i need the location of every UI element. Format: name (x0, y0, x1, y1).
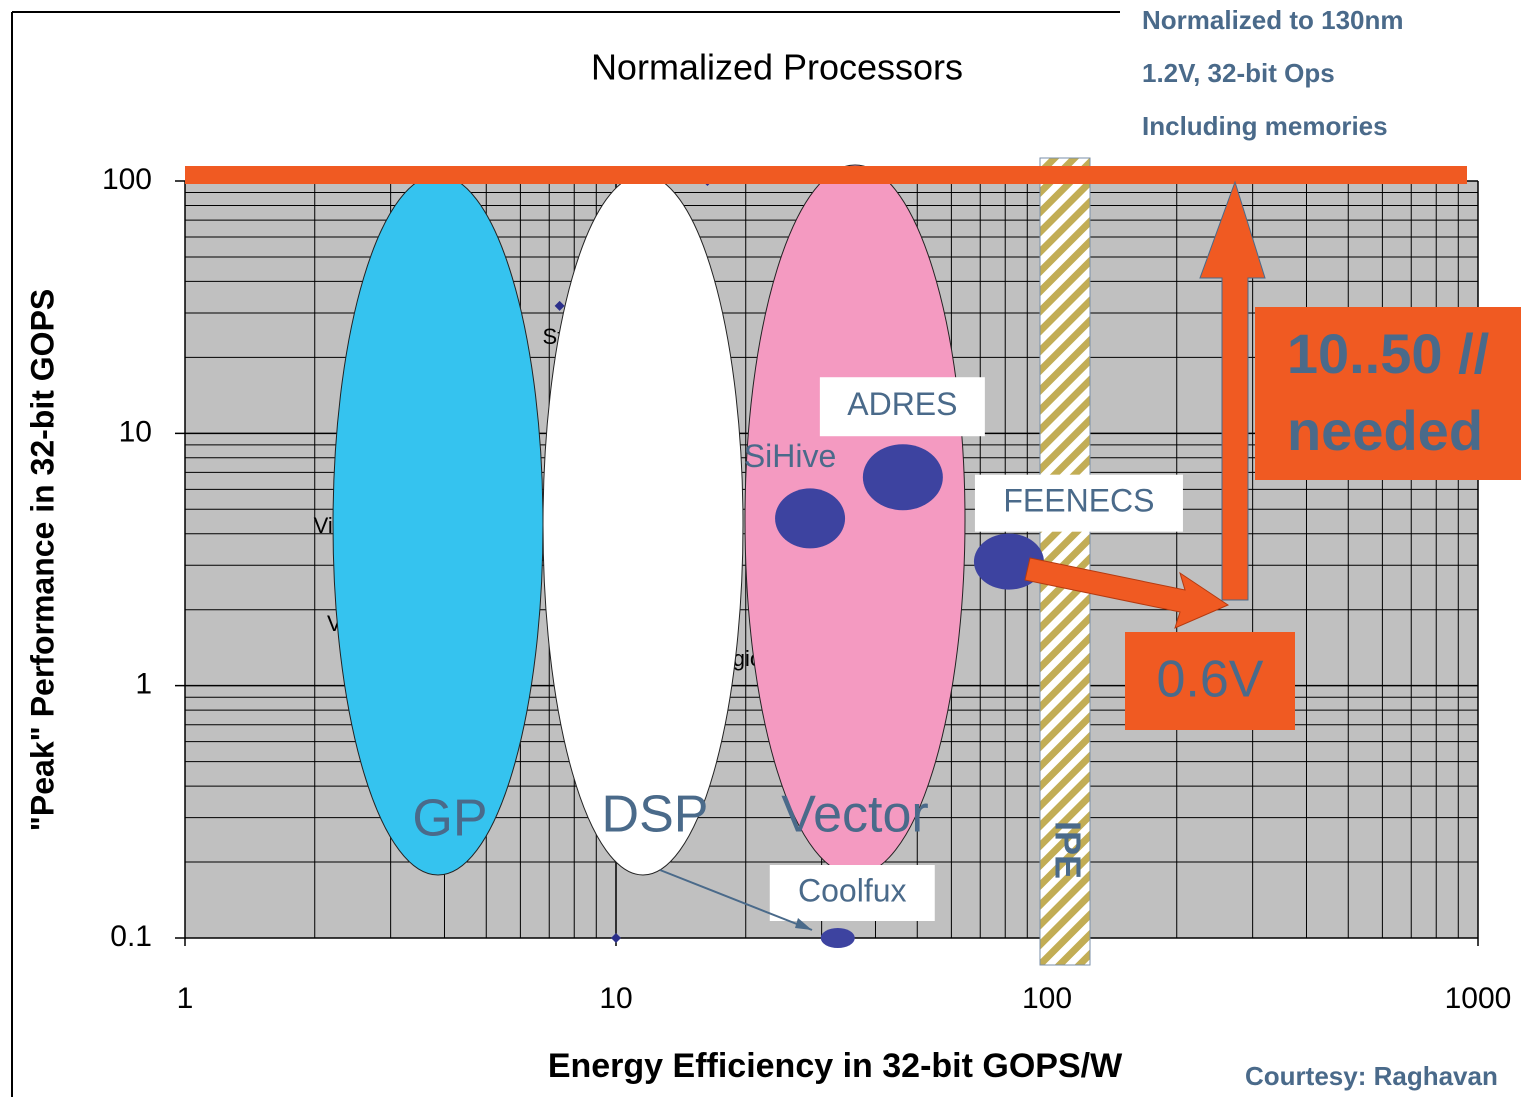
highlight-label: FEENECS (1003, 483, 1154, 519)
x-tick-label: 1000 (1445, 982, 1512, 1015)
marks: SiHive ADRES FEENECS Coolfux (554, 176, 1183, 948)
highlight-point (775, 488, 846, 549)
highlight-point (820, 928, 855, 948)
x-tick-label: 1 (177, 982, 194, 1015)
arrow (1199, 180, 1266, 601)
x-tick-label: 10 (599, 982, 632, 1015)
y-axis-label: "Peak" Performance in 32-bit GOPS (24, 289, 60, 832)
callout: 0.6V (1157, 651, 1264, 709)
callout-box (1255, 307, 1521, 480)
note: Including memories (1142, 111, 1388, 141)
pointer-head (795, 918, 812, 930)
region-label: GP (412, 790, 487, 848)
region-label: IPE (1047, 821, 1088, 879)
x-tick-label: 100 (1022, 982, 1072, 1015)
arrow (1024, 557, 1230, 629)
label-box (769, 865, 935, 921)
y-tick-label: 10 (119, 415, 152, 448)
point (611, 933, 621, 943)
pointer (659, 869, 813, 931)
region-gp (332, 174, 544, 876)
callout-box (1125, 632, 1295, 730)
y-tick-label: 100 (102, 163, 152, 196)
highlight-label: Coolfux (798, 872, 907, 908)
credit: Courtesy: Raghavan (1245, 1061, 1498, 1091)
label-box (819, 377, 985, 437)
x-axis-label: Energy Efficiency in 32-bit GOPS/W (548, 1047, 1123, 1085)
y-tick-label: 0.1 (110, 920, 152, 953)
highlight-point (862, 444, 943, 511)
highlight-label: ADRES (847, 386, 957, 422)
point (554, 300, 565, 311)
callout: 10..50 // (1287, 322, 1490, 385)
region-dsp (542, 174, 744, 876)
label-box (974, 474, 1183, 532)
callout: needed (1287, 399, 1483, 462)
region-label: Vector (781, 786, 928, 844)
chart-title: Normalized Processors (591, 47, 963, 88)
y-tick-label: 1 (135, 668, 152, 701)
note: Normalized to 130nm (1142, 5, 1404, 35)
region-label: DSP (602, 786, 709, 844)
limit-line (185, 166, 1467, 184)
highlight-label: SiHive (744, 438, 836, 474)
note: 1.2V, 32-bit Ops (1142, 58, 1335, 88)
